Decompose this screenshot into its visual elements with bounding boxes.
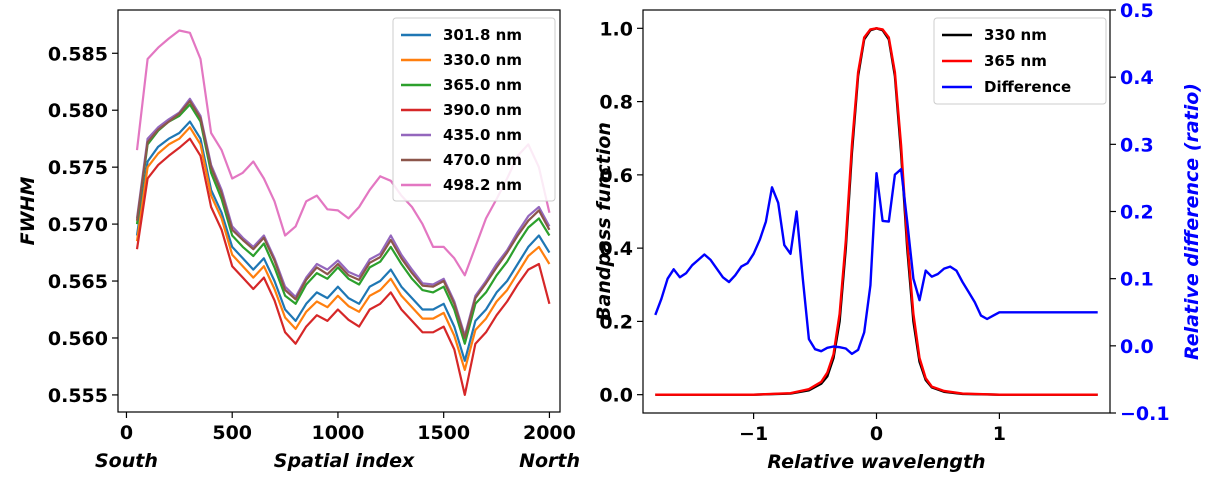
legend-label: 365 nm xyxy=(984,52,1047,70)
series-line-3 xyxy=(654,168,1098,356)
x-tick-label: 1000 xyxy=(311,422,364,444)
left-chart: 0 500 1000 1500 2000 0.555 0.560 0.565 0.570 0.57… xyxy=(17,9,580,472)
x-axis-label: Relative wavelength xyxy=(767,451,985,473)
y-tick-label: 0.555 xyxy=(48,385,108,407)
x-tick-label: 2000 xyxy=(523,422,576,444)
series-line-2 xyxy=(135,126,551,371)
y-axis-label: FWHM xyxy=(17,177,39,246)
x-end-label-south: South xyxy=(95,450,158,472)
y-axis-label: Bandpass function xyxy=(593,122,615,321)
legend-label: 330 nm xyxy=(984,26,1047,44)
x-tick-label: 500 xyxy=(212,422,252,444)
x-tick-label: 1500 xyxy=(417,422,470,444)
y2-tick-label: 0.0 xyxy=(1120,336,1154,358)
y-tick-label: 0.560 xyxy=(48,328,108,350)
x-tick-label: −1 xyxy=(739,423,768,445)
legend-label: 470.0 nm xyxy=(443,151,522,169)
y-tick-label: 0.575 xyxy=(48,157,108,179)
y-tick-label: 0.4 xyxy=(599,238,633,260)
legend-label: 330.0 nm xyxy=(443,51,522,69)
series-line-6 xyxy=(135,100,551,340)
legend-label: 390.0 nm xyxy=(443,101,522,119)
y2-tick-label: 0.3 xyxy=(1120,134,1154,156)
x-tick-label: 0 xyxy=(870,423,883,445)
legend-label: Difference xyxy=(984,78,1071,96)
y-tick-label: 0.565 xyxy=(48,271,108,293)
y-tick-label: 0.6 xyxy=(599,165,633,187)
x-tick-label: 1 xyxy=(993,423,1006,445)
y-tick-label: 1.0 xyxy=(599,18,633,40)
y-tick-label: 0.585 xyxy=(48,43,108,65)
legend-box xyxy=(933,17,1107,105)
legend-label: 365.0 nm xyxy=(443,76,522,94)
y2-tick-label: 0.1 xyxy=(1120,269,1154,291)
legend-label: 498.2 nm xyxy=(443,176,522,194)
y2-tick-label: 0.4 xyxy=(1120,67,1154,89)
y2-axis-label: Relative difference (ratio) xyxy=(1181,83,1203,360)
right-chart: −1 0 1 0.0 0.2 0.4 0.6 0.8 1.0 −0.1 0.0 0.1 0.2 0.3 0.… xyxy=(593,0,1203,473)
y-tick-label: 0.8 xyxy=(599,92,633,114)
y2-tick-label: −0.1 xyxy=(1120,403,1170,425)
series-line-1 xyxy=(135,120,551,362)
series-line-7 xyxy=(135,29,551,277)
y-tick-label: 0.580 xyxy=(48,100,108,122)
legend-box xyxy=(392,17,556,202)
series-line-2 xyxy=(655,27,1098,396)
x-end-label-north: North xyxy=(519,450,580,472)
y2-tick-label: 0.2 xyxy=(1120,202,1154,224)
series-line-4 xyxy=(135,137,551,396)
y-tick-label: 0.2 xyxy=(599,311,633,333)
y2-tick-label: 0.5 xyxy=(1120,0,1154,22)
x-tick-label: 0 xyxy=(120,422,133,444)
x-axis-label: Spatial index xyxy=(274,450,415,472)
legend-label: 435.0 nm xyxy=(443,126,522,144)
y-tick-label: 0.0 xyxy=(599,385,633,407)
legend-label: 301.8 nm xyxy=(443,26,522,44)
plot-frame xyxy=(117,9,561,413)
y-tick-label: 0.570 xyxy=(48,214,108,236)
